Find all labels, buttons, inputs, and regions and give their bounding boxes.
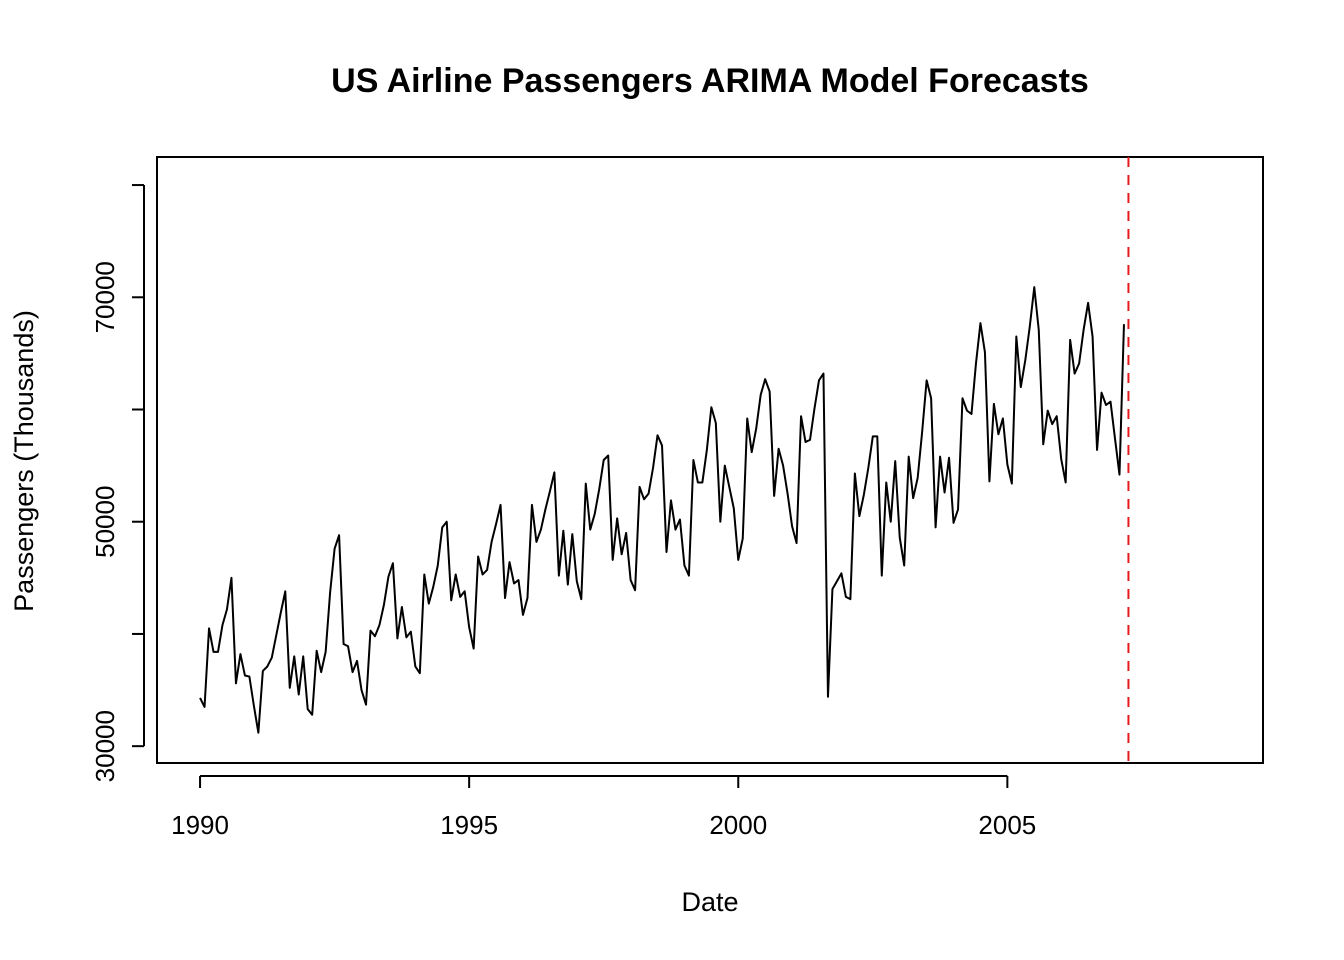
x-tick-label: 1995 xyxy=(440,810,498,840)
series-line xyxy=(199,286,1125,734)
y-tick-label: 50000 xyxy=(90,486,120,558)
series-layer xyxy=(199,286,1125,734)
y-tick-label: 30000 xyxy=(90,710,120,782)
y-tick-label: 70000 xyxy=(90,261,120,333)
x-axis: 1990 1995 2000 2005 xyxy=(171,775,1036,840)
x-tick-label: 2000 xyxy=(709,810,767,840)
plot-area-border xyxy=(156,156,1264,764)
chart-title: US Airline Passengers ARIMA Model Foreca… xyxy=(331,62,1089,100)
x-axis-label: Date xyxy=(681,887,738,917)
y-axis: 30000 50000 70000 xyxy=(90,184,145,782)
x-tick-label: 1990 xyxy=(171,810,229,840)
x-tick-label: 2005 xyxy=(978,810,1036,840)
y-axis-label: Passengers (Thousands) xyxy=(9,310,39,612)
